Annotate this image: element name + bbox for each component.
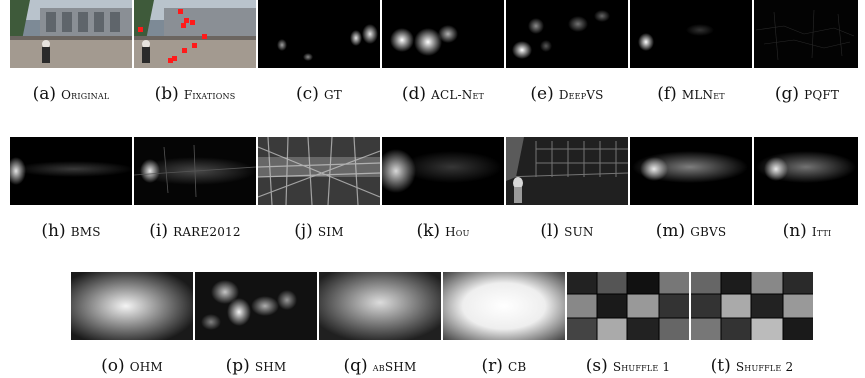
ohm-saliency-map <box>71 272 193 340</box>
fixation-point <box>168 58 173 63</box>
fixation-point <box>182 48 187 53</box>
caption-gbvs: (m) GBVS <box>655 221 727 241</box>
itti-saliency-map <box>754 137 858 205</box>
caption-acl-net: (d) ACL-Net <box>401 84 485 104</box>
caption-fixations: (b) Fixations <box>154 84 236 104</box>
cb-saliency-map <box>443 272 565 340</box>
original-frame-image <box>10 0 132 68</box>
sim-saliency-map <box>258 137 380 205</box>
fixation-point <box>192 43 197 48</box>
caption-itti: (n) Itti <box>782 221 832 241</box>
fixation-point <box>181 23 186 28</box>
caption-sun: (l) SUN <box>540 221 594 241</box>
fixations-frame-image <box>134 0 256 68</box>
gbvs-saliency-map <box>630 137 752 205</box>
abshm-saliency-map <box>319 272 441 340</box>
caption-deepvs: (e) DeepVS <box>530 84 604 104</box>
fixation-point <box>178 9 183 14</box>
caption-rare2012: (i) RARE2012 <box>149 221 241 241</box>
caption-pqft: (g) PQFT <box>774 84 840 104</box>
caption-sim: (j) SIM <box>294 221 344 241</box>
gt-saliency-map <box>258 0 380 68</box>
fixation-point <box>190 20 195 25</box>
caption-shuffle-1: (s) Shuffle 1 <box>585 356 671 376</box>
caption-bms: (h) BMS <box>41 221 101 241</box>
caption-abshm: (q) abSHM <box>343 356 417 376</box>
caption-ohm: (o) OHM <box>101 356 163 376</box>
caption-cb: (r) CB <box>481 356 527 376</box>
shm-saliency-map <box>195 272 317 340</box>
pqft-saliency-map <box>754 0 858 68</box>
acl-net-saliency-map <box>382 0 504 68</box>
rare2012-saliency-map <box>134 137 256 205</box>
caption-shuffle-2: (t) Shuffle 2 <box>710 356 794 376</box>
sun-saliency-map <box>506 137 628 205</box>
deepvs-saliency-map <box>506 0 628 68</box>
caption-shm: (p) SHM <box>225 356 287 376</box>
bms-saliency-map <box>10 137 132 205</box>
shuffle-2-saliency-map <box>691 272 813 340</box>
fixation-point <box>184 18 189 23</box>
fixation-point <box>202 34 207 39</box>
mlnet-saliency-map <box>630 0 752 68</box>
shuffle-1-saliency-map <box>567 272 689 340</box>
caption-original: (a) Original <box>32 84 110 104</box>
fixation-point <box>138 27 143 32</box>
hou-saliency-map <box>382 137 504 205</box>
caption-hou: (k) Hou <box>416 221 470 241</box>
caption-mlnet: (f) MLNet <box>657 84 725 104</box>
fixation-point <box>172 56 177 61</box>
caption-gt: (c) GT <box>296 84 342 104</box>
